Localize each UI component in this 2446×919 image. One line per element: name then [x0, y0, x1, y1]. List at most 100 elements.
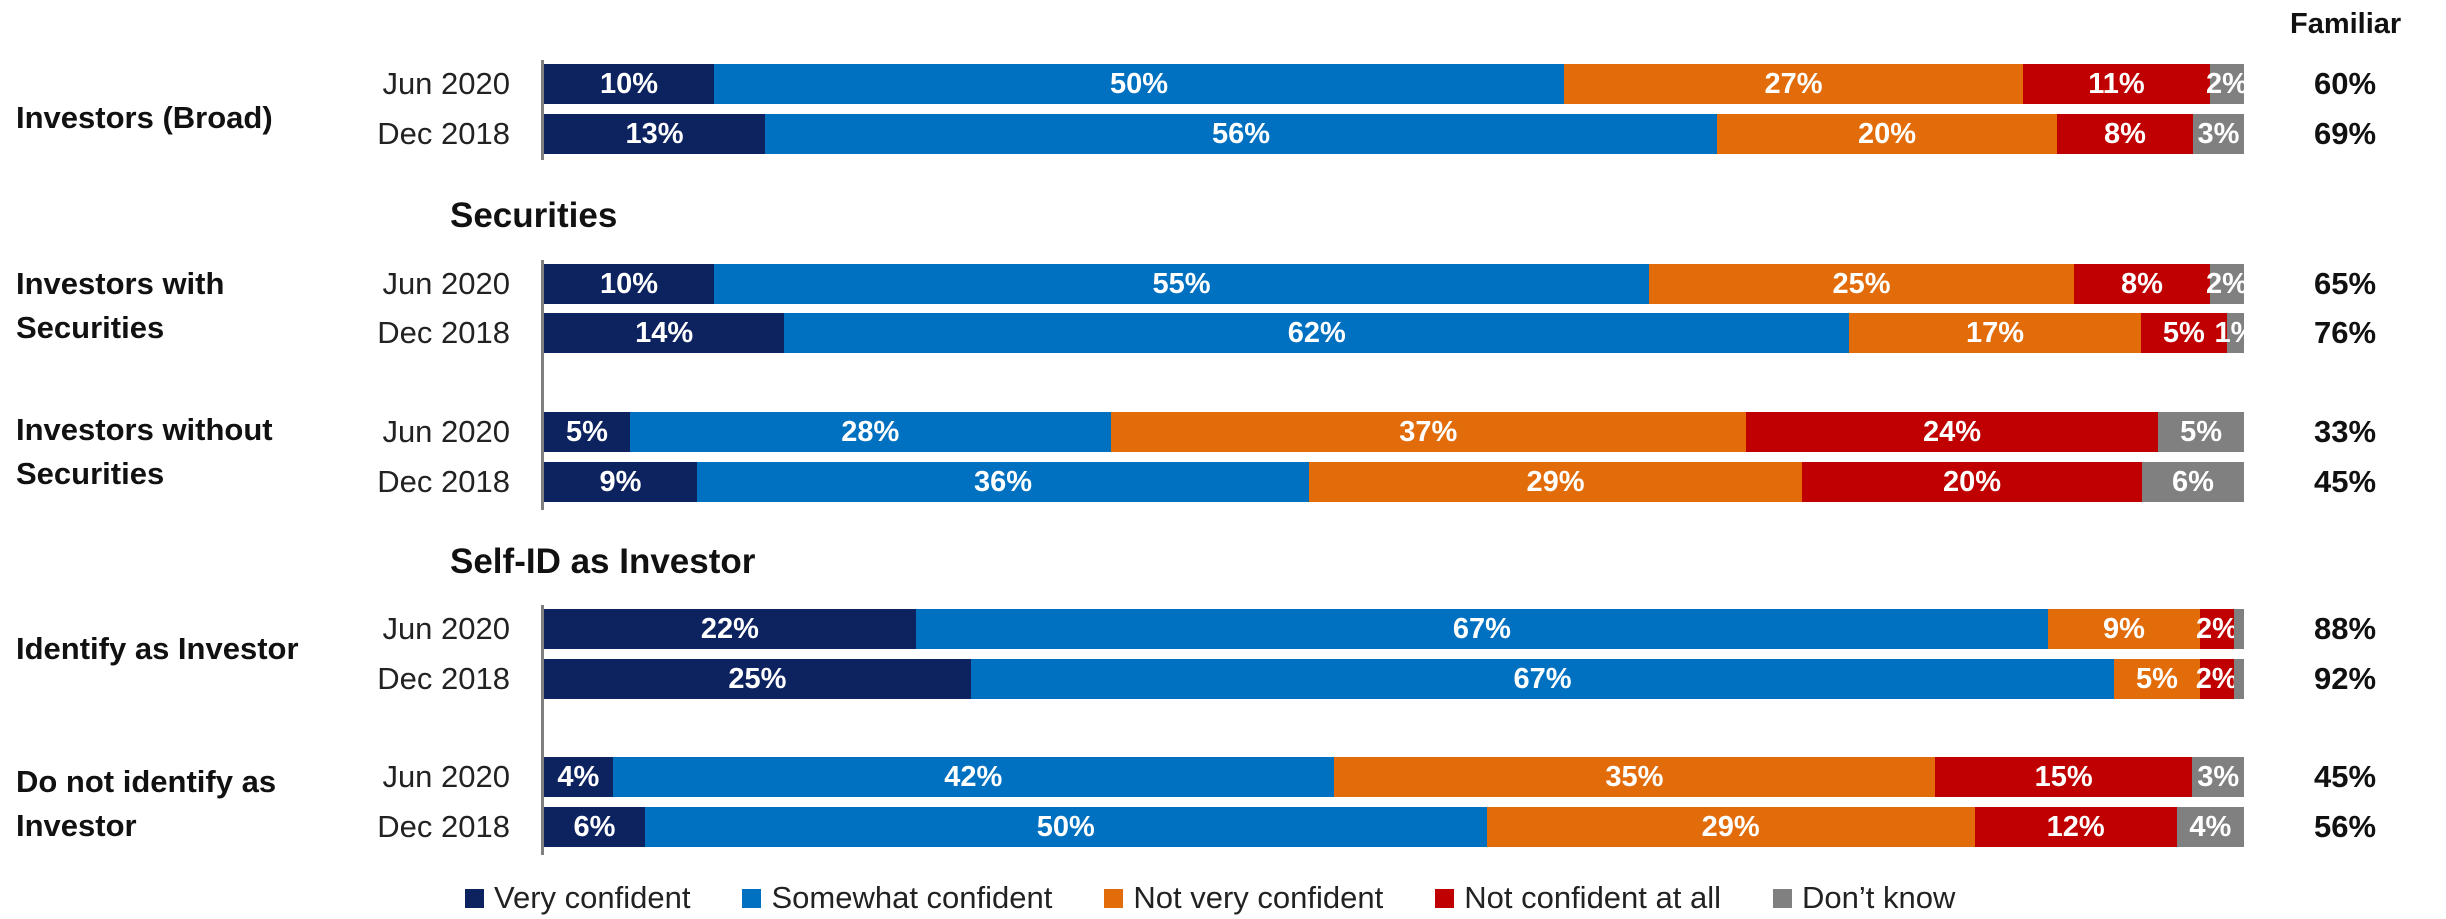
bar-segment: 67% — [970, 659, 2115, 699]
stacked-bar: 5% 28% 37% 24% 5% — [544, 412, 2244, 452]
bar-segment: 9% — [2047, 609, 2201, 649]
familiar-value: 45% — [2313, 464, 2377, 499]
bar-segment: 55% — [714, 264, 1649, 304]
legend-item: Not confident at all — [1435, 880, 1721, 916]
group-label: Identify as Investor — [16, 631, 299, 666]
period-label: Dec 2018 — [377, 809, 510, 844]
legend-item: Somewhat confident — [742, 880, 1052, 916]
data-label: 67% — [1452, 612, 1511, 645]
stacked-bar: 25% 67% 5% 2% — [544, 659, 2244, 699]
bar-segment — [2233, 659, 2244, 699]
data-label: 2% — [2206, 267, 2248, 300]
group-label: Investors without — [16, 412, 273, 447]
bar-segment: 5% — [2158, 412, 2244, 452]
period-label: Jun 2020 — [382, 759, 510, 794]
bar-segment: 4% — [544, 757, 613, 797]
data-label: 50% — [1036, 810, 1095, 843]
bar-segment: 36% — [697, 462, 1309, 502]
period-label: Dec 2018 — [377, 116, 510, 151]
bar-segment: 11% — [2023, 64, 2210, 104]
stacked-bar: 4% 42% 35% 15% 3% — [544, 757, 2244, 797]
data-label: 20% — [1942, 465, 2002, 498]
data-label: 14% — [635, 316, 694, 349]
bar-segment: 17% — [1849, 313, 2141, 353]
bar-segment: 5% — [2114, 659, 2200, 699]
legend-swatch — [1104, 888, 1124, 908]
group-label: Investor — [16, 808, 137, 843]
bar-segment: 15% — [1934, 757, 2193, 797]
stacked-bar: 9% 36% 29% 20% 6% — [544, 462, 2244, 502]
data-label: 6% — [573, 810, 616, 843]
bar-segment: 14% — [544, 313, 785, 353]
legend-label: Not very confident — [1133, 880, 1384, 915]
familiar-value: 65% — [2313, 266, 2377, 301]
section-title: Self-ID as Investor — [450, 542, 756, 581]
familiar-value: 33% — [2313, 414, 2377, 449]
legend-swatch — [1773, 888, 1792, 908]
group-label: Investors with — [16, 266, 225, 301]
bar-segment: 67% — [915, 609, 2048, 649]
data-label: 5% — [565, 415, 608, 448]
bar-segment: 56% — [765, 114, 1717, 154]
data-label: 25% — [1832, 267, 1891, 300]
period-label: Dec 2018 — [377, 661, 510, 696]
familiar-value: 92% — [2313, 661, 2377, 696]
stacked-bar: 14% 62% 17% 5% 1% — [544, 313, 2256, 353]
bar-segment — [2233, 609, 2244, 649]
data-label: 37% — [1399, 415, 1458, 448]
period-label: Jun 2020 — [382, 266, 510, 301]
stacked-bar: 10% 50% 27% 11% 2% — [544, 64, 2248, 104]
bar-segment: 5% — [544, 412, 630, 452]
bar-segment: 25% — [544, 659, 971, 699]
data-label: 55% — [1152, 267, 1211, 300]
bar-segment: 29% — [1309, 462, 1802, 502]
data-label: 2% — [2206, 67, 2248, 100]
data-label: 27% — [1764, 67, 1823, 100]
legend-item: Not very confident — [1104, 880, 1383, 916]
data-label: 29% — [1526, 465, 1585, 498]
bar-segment: 27% — [1564, 64, 2023, 104]
stacked-bar: 6% 50% 29% 12% 4% — [544, 807, 2244, 847]
group-label: Securities — [16, 456, 165, 491]
data-label: 22% — [700, 612, 759, 645]
data-label: 36% — [973, 465, 1033, 498]
familiar-value: 56% — [2313, 809, 2377, 844]
group-label: Securities — [16, 310, 165, 345]
group-label: Investors (Broad) — [16, 100, 273, 135]
legend-swatch — [1435, 888, 1455, 908]
bar-segment: 2% — [2196, 609, 2238, 649]
bar-segment: 9% — [544, 462, 697, 502]
bar-segment: 13% — [544, 114, 765, 154]
data-label: 2% — [2195, 662, 2238, 695]
data-label: 3% — [2197, 760, 2240, 793]
period-label: Dec 2018 — [377, 315, 510, 350]
period-label: Jun 2020 — [382, 66, 510, 101]
legend-swatch — [742, 888, 762, 908]
bar-segment: 25% — [1649, 264, 2074, 304]
data-label: 35% — [1605, 760, 1664, 793]
data-label: 67% — [1513, 662, 1572, 695]
data-label: 13% — [625, 117, 684, 150]
data-label: 10% — [599, 67, 659, 100]
bar-segment: 2% — [2206, 64, 2248, 104]
familiar-column-header: Familiar — [2290, 8, 2402, 40]
legend-item: Don’t know — [1773, 880, 1955, 916]
bar-segment: 50% — [714, 64, 1564, 104]
data-label: 5% — [2180, 415, 2223, 448]
stacked-bar: 10% 55% 25% 8% 2% — [544, 264, 2248, 304]
data-label: 56% — [1211, 117, 1271, 150]
legend-label: Very confident — [494, 880, 691, 915]
familiar-value: 69% — [2313, 116, 2377, 151]
data-label: 11% — [2088, 67, 2145, 100]
legend-label: Somewhat confident — [771, 880, 1053, 915]
data-label: 29% — [1701, 810, 1760, 843]
category-axis-line — [541, 605, 544, 855]
category-axis-line — [541, 60, 544, 160]
bar-segment: 42% — [612, 757, 1334, 797]
stacked-bar: 13% 56% 20% 8% 3% — [544, 114, 2244, 154]
period-label: Jun 2020 — [382, 611, 510, 646]
bar-segment: 20% — [1717, 114, 2057, 154]
data-label: 3% — [2197, 117, 2240, 150]
bar-segment: 29% — [1486, 807, 1975, 847]
data-label: 5% — [2135, 662, 2178, 695]
